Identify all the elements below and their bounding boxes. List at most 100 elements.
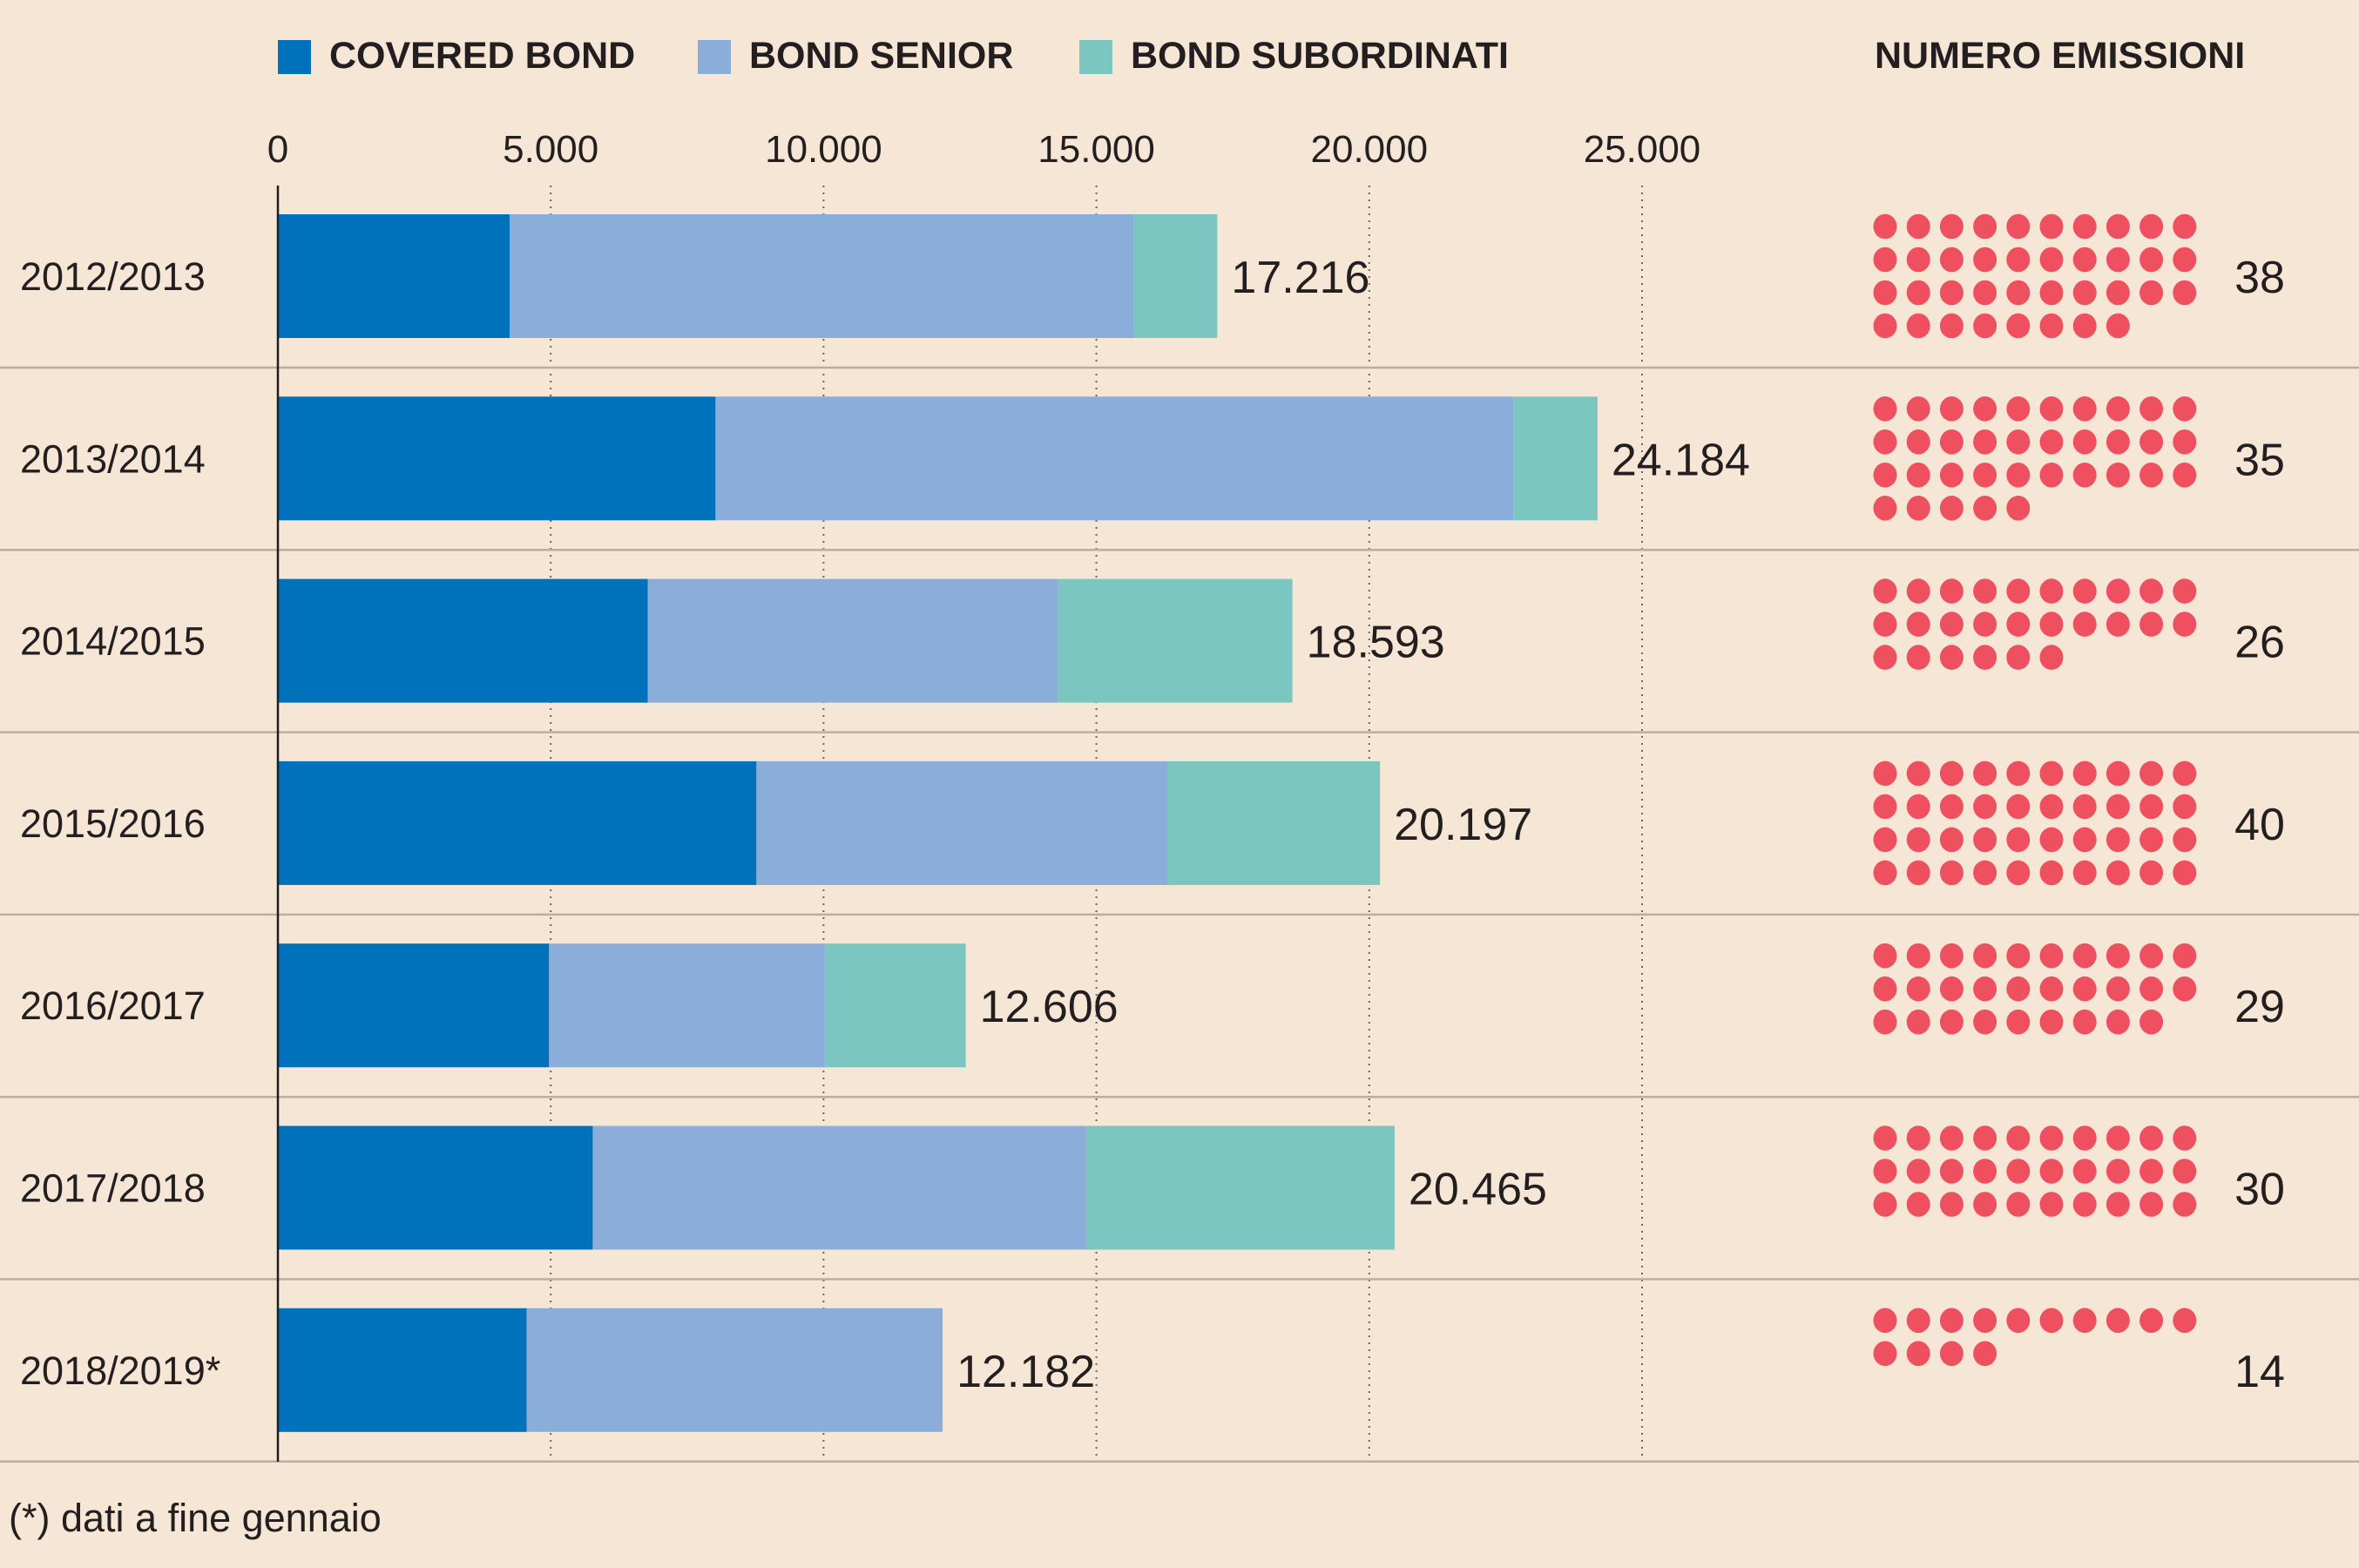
legend-label-1: COVERED BOND [329, 35, 635, 77]
emission-dot [2173, 280, 2197, 306]
tick-label-10000: 10.000 [765, 128, 882, 171]
tick-label-15000: 15.000 [1038, 128, 1155, 171]
emission-dot [2072, 976, 2097, 1002]
emission-dot [1906, 612, 1930, 637]
emission-dot [2039, 1125, 2064, 1151]
emission-dot [2072, 943, 2097, 969]
total-labels: 17.216 24.184 18.593 20.197 12.606 20.465 12.1… [956, 253, 1750, 1397]
emission-count: 30 [2234, 1165, 2285, 1215]
bar-bond-senior-5 [549, 943, 826, 1068]
side-panel-title: NUMERO EMISSIONI [1875, 35, 2245, 77]
emission-dot [2106, 247, 2130, 273]
emission-dot [1873, 1125, 1897, 1151]
bar-bond-subordinati-1 [1133, 214, 1218, 338]
category-label: 2018/2019* [20, 1348, 220, 1393]
emission-dot [2072, 760, 2097, 787]
emission-dot [1939, 313, 1964, 339]
emission-dot [2006, 496, 2031, 521]
emission-dot [2006, 280, 2031, 306]
emission-dot [2006, 463, 2031, 488]
emission-dot [2039, 429, 2064, 455]
emission-dot [2139, 280, 2164, 306]
emission-dot [1939, 1159, 1964, 1184]
emission-dot [1939, 645, 1964, 670]
emission-dot [1906, 1125, 1930, 1151]
emission-dot [1939, 247, 1964, 273]
emission-dot [2006, 213, 2031, 240]
emission-dot [1939, 396, 1964, 422]
emission-dot [2173, 463, 2197, 488]
emission-dot [1906, 943, 1930, 969]
emission-dot [2006, 760, 2031, 787]
emission-dot [1906, 1009, 1930, 1035]
emission-count: 38 [2234, 253, 2285, 303]
emission-dot [2039, 976, 2064, 1002]
emission-dot [1973, 612, 1997, 637]
emission-dot [2106, 943, 2130, 969]
bar-bond-senior-3 [647, 578, 1058, 703]
footnote: (*) dati a fine gennaio [9, 1496, 382, 1540]
emission-dot [1906, 1308, 1930, 1334]
emission-dot [2139, 612, 2164, 637]
emission-dot [1939, 213, 1964, 240]
emission-dot [1973, 280, 1997, 306]
emission-dot [1906, 860, 1930, 886]
emission-dot [2173, 794, 2197, 820]
emission-dot [1973, 496, 1997, 521]
emission-dot [1873, 280, 1897, 306]
emission-dot [1939, 578, 1964, 604]
emission-dot [2072, 1125, 2097, 1151]
emission-dot [2173, 1308, 2197, 1334]
emission-dot [1906, 760, 1930, 787]
emission-dot [2072, 396, 2097, 422]
legend-label-2: BOND SENIOR [749, 35, 1013, 77]
emission-dot [2006, 860, 2031, 886]
emission-dot [2139, 578, 2164, 604]
emission-dot [1973, 213, 1997, 240]
emission-dot [2006, 794, 2031, 820]
emission-dot [2139, 1125, 2164, 1151]
emission-dot [1973, 1192, 1997, 1217]
emission-dot [2173, 860, 2197, 886]
emission-dot [1873, 496, 1897, 521]
emission-dot [2072, 213, 2097, 240]
bar-bond-senior-4 [756, 760, 1168, 885]
category-label: 2016/2017 [20, 983, 206, 1028]
emission-dot [2173, 396, 2197, 422]
emission-dot [2106, 860, 2130, 886]
emission-dot [2006, 247, 2031, 273]
legend: COVERED BOND BOND SENIOR BOND SUBORDINATI [278, 35, 1509, 77]
dot-panel: 38 35 26 40 29 30 14 [1873, 213, 2285, 1397]
emission-dot [1906, 827, 1930, 853]
emission-dot [2139, 760, 2164, 787]
emission-dot [1873, 860, 1897, 886]
emission-dot [2106, 280, 2130, 306]
emission-dot [2106, 976, 2130, 1002]
emission-dot [1973, 1125, 1997, 1151]
emission-dot [2139, 794, 2164, 820]
emission-count: 14 [2234, 1347, 2285, 1397]
emission-dot [1973, 645, 1997, 670]
bar-covered-bond-4 [278, 760, 757, 885]
emission-dot [2139, 1009, 2164, 1035]
emission-dot [2173, 247, 2197, 273]
emission-dot [2039, 1308, 2064, 1334]
bar-bond-subordinati-5 [825, 943, 966, 1068]
emission-dot [2072, 313, 2097, 339]
emission-dot [2006, 578, 2031, 604]
emission-dot [2072, 1192, 2097, 1217]
emission-dot [1906, 396, 1930, 422]
emission-dot [2006, 313, 2031, 339]
emission-dot [2139, 827, 2164, 853]
bars [278, 214, 1598, 1432]
emission-dot [1906, 280, 1930, 306]
emission-dot [1973, 313, 1997, 339]
emission-dot [2072, 247, 2097, 273]
emission-dot [2106, 1192, 2130, 1217]
emission-dot [2039, 827, 2064, 853]
emission-dot [1939, 794, 1964, 820]
emission-dot [1873, 1192, 1897, 1217]
category-label: 2012/2013 [20, 254, 206, 299]
emission-dot [2039, 612, 2064, 637]
emission-dot [2039, 280, 2064, 306]
